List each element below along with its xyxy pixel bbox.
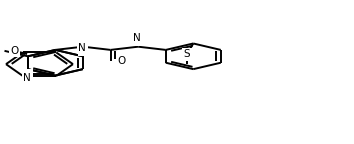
Text: O: O — [11, 46, 19, 56]
Text: H: H — [80, 46, 86, 55]
Text: N: N — [78, 43, 86, 53]
Text: H: H — [24, 71, 31, 80]
Text: S: S — [184, 49, 190, 59]
Text: H: H — [135, 36, 142, 45]
Text: N: N — [133, 33, 141, 43]
Text: N: N — [23, 73, 31, 83]
Text: O: O — [117, 56, 125, 66]
